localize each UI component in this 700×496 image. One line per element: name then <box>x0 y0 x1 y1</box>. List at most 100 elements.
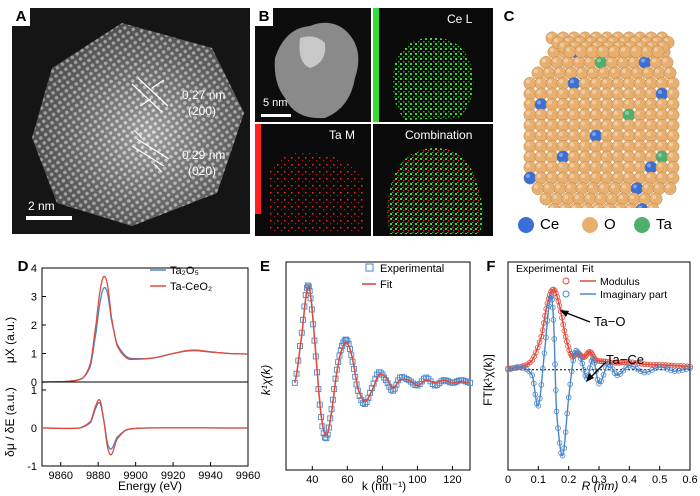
oxygen-atom-shine <box>542 58 546 63</box>
cerium-atom-shine <box>647 163 651 168</box>
oxygen-atom-shine <box>636 121 640 126</box>
oxygen-atom-shine <box>526 142 530 147</box>
oxygen-atom-shine <box>625 163 629 168</box>
panel-a-stem-image <box>12 8 250 234</box>
tantalum-atom-shine <box>658 153 662 157</box>
oxygen-atom-shine <box>647 132 651 136</box>
legend-header-experimental: Experimental <box>516 263 577 275</box>
oxygen-atom <box>539 192 553 206</box>
cerium-atom-shine <box>526 174 530 178</box>
map-combination-label: Combination <box>405 128 473 142</box>
oxygen-atom-shine <box>556 184 560 189</box>
oxygen-atom-shine <box>581 111 585 115</box>
oxygen-atom-shine <box>603 174 607 178</box>
e-xtick-label: 100 <box>408 474 426 486</box>
oxygen-atom-shine <box>614 163 618 168</box>
oxygen-atom-shine <box>636 153 640 157</box>
map-ta-label: Ta M <box>329 128 356 142</box>
oxygen-atom-shine <box>636 100 640 105</box>
f-xtick-label: 0 <box>505 474 511 486</box>
oxygen-atom-shine <box>545 184 549 189</box>
oxygen-atom <box>624 203 638 208</box>
oxygen-atom-shine <box>614 79 618 84</box>
oxygen-atom-shine <box>561 205 565 208</box>
oxygen-atom <box>531 182 545 195</box>
oxygen-atom-shine <box>581 132 585 136</box>
oxygen-atom-shine <box>570 100 574 105</box>
oxygen-atom-shine <box>603 100 607 105</box>
panel-a: A 0.27 nm (200) 0.29 nm (020) 2 nm <box>12 8 250 234</box>
oxygen-atom-shine <box>647 79 651 84</box>
f-ylabel: FT[k¹χ(k)] <box>481 354 495 406</box>
oxygen-atom-shine <box>578 184 582 189</box>
oxygen-atom <box>651 45 665 58</box>
oxygen-atom-shine <box>643 47 647 52</box>
imaginary-point <box>664 366 671 372</box>
oxygen-atom-shine <box>603 79 607 84</box>
cerium-atom-shine <box>658 90 662 94</box>
oxygen-atom <box>591 203 605 208</box>
d-xtick-label: 9960 <box>236 470 260 482</box>
oxygen-atom-shine <box>636 79 640 84</box>
imaginary-point <box>634 366 640 372</box>
oxygen-atom-shine <box>537 79 541 84</box>
legend-o-dot <box>582 217 598 233</box>
oxygen-atom-shine <box>548 79 552 84</box>
oxygen-atom-shine <box>578 69 582 73</box>
oxygen-atom-shine <box>625 121 629 126</box>
oxygen-atom-shine <box>603 121 607 126</box>
annotation-ta-ce: Ta−Ce <box>606 352 644 367</box>
d-xtick-label: 9940 <box>198 470 222 482</box>
d-bottom-series-taceo2 <box>42 398 248 456</box>
oxygen-atom-shine <box>566 47 570 52</box>
oxygen-atom <box>574 45 588 58</box>
imaginary-point <box>609 366 616 372</box>
panel-e: E 40 60 80 100 120 Experimental Fit k¹χ(k) k… <box>248 254 478 496</box>
oxygen-atom-shine <box>537 142 541 147</box>
oxygen-atom-shine <box>636 90 640 94</box>
d-xtick-label: 9900 <box>123 470 147 482</box>
modulus-point <box>536 339 543 345</box>
oxygen-atom-shine <box>658 132 662 136</box>
oxygen-atom-shine <box>526 132 530 136</box>
oxygen-atom-shine <box>581 174 585 178</box>
d-bottom-ytick-label: -1 <box>27 461 37 473</box>
oxygen-atom-shine <box>669 111 673 115</box>
oxygen-atom-shine <box>630 195 634 199</box>
e-frame <box>285 261 471 471</box>
arrow-ta-o-head <box>560 310 569 317</box>
arrow-ta-ce <box>589 361 607 379</box>
oxygen-atom-shine <box>570 174 574 178</box>
oxygen-atom-shine <box>658 79 662 84</box>
f-xlabel: R (nm) <box>582 479 619 493</box>
oxygen-atom-shine <box>537 174 541 178</box>
oxygen-atom-shine <box>669 132 673 136</box>
oxygen-atom-shine <box>586 195 590 199</box>
d-spacing-1-value: 0.27 nm <box>182 88 226 102</box>
oxygen-atom-shine <box>548 90 552 94</box>
oxygen-atom-shine <box>647 174 651 178</box>
oxygen-atom <box>613 203 627 208</box>
f-xtick-label: 0.5 <box>652 474 667 486</box>
map-ce-label: Ce L <box>447 12 473 26</box>
oxygen-atom <box>640 45 654 58</box>
e-xlabel: k (nm⁻¹) <box>362 479 406 493</box>
oxygen-atom-shine <box>614 121 618 126</box>
oxygen-atom-shine <box>559 174 563 178</box>
oxygen-atom-shine <box>644 69 648 73</box>
oxygen-atom-shine <box>625 174 629 178</box>
oxygen-atom-shine <box>589 184 593 189</box>
oxygen-atom-shine <box>588 47 592 52</box>
oxygen-atom-shine <box>647 142 651 147</box>
oxygen-atom-shine <box>625 79 629 84</box>
legend-experimental-label: Experimental <box>380 263 444 275</box>
oxygen-atom-shine <box>526 153 530 157</box>
panel-d: D 0 1 2 3 4 -1 0 1 9860 9880 9900 9920 9940 9960 Ta₂O… <box>0 254 265 496</box>
panel-f: F 0 0.1 0.2 0.3 0.4 0.5 0.6 Experimental Fit M… <box>478 254 700 496</box>
annotation-ta-o: Ta−O <box>594 314 625 329</box>
d-spacing-2-plane: (020) <box>188 164 217 178</box>
modulus-point <box>533 349 539 356</box>
oxygen-atom-shine <box>610 47 614 52</box>
legend-ce-dot <box>518 217 534 233</box>
oxygen-atom-shine <box>537 121 541 126</box>
